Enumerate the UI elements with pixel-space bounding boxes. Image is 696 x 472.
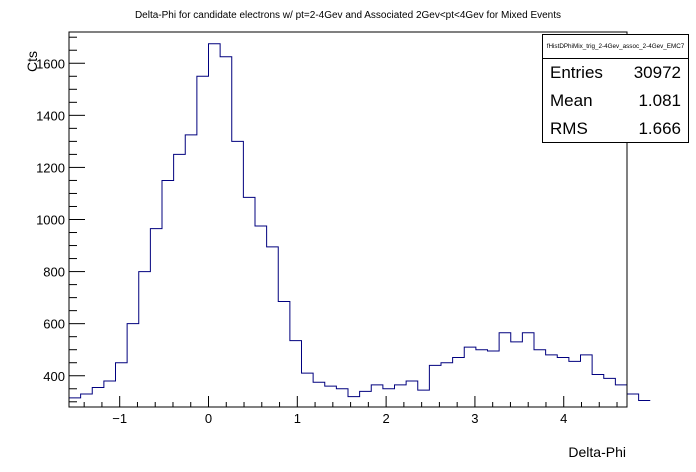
histogram-bins (69, 43, 651, 401)
stats-label: RMS (550, 119, 588, 138)
stats-row-rms: RMS 1.666 (543, 115, 688, 143)
chart-title: Delta-Phi for candidate electrons w/ pt=… (134, 10, 562, 21)
histogram-line (69, 43, 651, 401)
stats-label: Mean (550, 91, 593, 110)
stats-label: Entries (550, 63, 603, 82)
axis-ticks (69, 36, 618, 407)
y-tick-label: 600 (43, 317, 65, 332)
y-axis-title: Cts (24, 51, 40, 72)
stats-row-entries: Entries 30972 (543, 59, 688, 87)
stats-histogram-name: fHistDPhiMix_trig_2-4Gev_assoc_2-4Gev_EM… (543, 35, 688, 59)
x-tick-label: 1 (294, 411, 301, 426)
y-tick-label: 400 (43, 369, 65, 384)
x-tick-label: 2 (382, 411, 389, 426)
x-axis-title: Delta-Phi (568, 444, 626, 460)
tick-labels: −1 0 1 2 3 4 400 600 800 1000 1200 1400 1600 (36, 56, 567, 426)
stats-value: 1.666 (638, 119, 681, 138)
plot-frame (68, 31, 628, 408)
x-tick-label: 4 (560, 411, 567, 426)
stats-value: 1.081 (638, 91, 681, 110)
y-tick-label: 1000 (36, 213, 65, 228)
y-tick-label: 1600 (36, 56, 65, 71)
x-tick-label: −1 (112, 411, 127, 426)
x-tick-label: 3 (471, 411, 478, 426)
y-tick-label: 800 (43, 265, 65, 280)
x-tick-label: 0 (205, 411, 212, 426)
stats-box: fHistDPhiMix_trig_2-4Gev_assoc_2-4Gev_EM… (542, 34, 689, 143)
stats-row-mean: Mean 1.081 (543, 87, 688, 115)
stats-value: 30972 (633, 63, 681, 82)
y-tick-label: 1200 (36, 160, 65, 175)
y-tick-label: 1400 (36, 108, 65, 123)
